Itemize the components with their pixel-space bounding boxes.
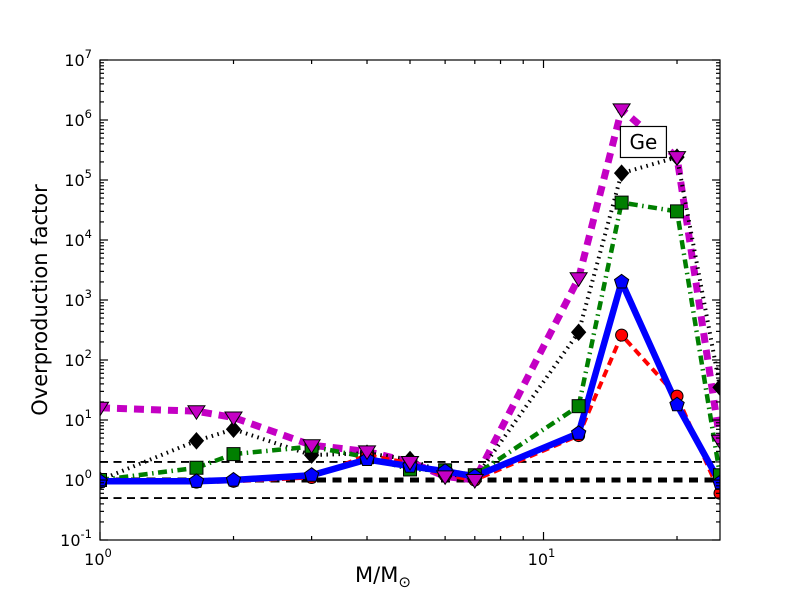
series-line-red-dashed-circles bbox=[100, 333, 720, 495]
y-tick-label: 107 bbox=[64, 47, 92, 70]
annotation-label: Ge bbox=[630, 130, 658, 154]
y-tick-label: 10-1 bbox=[60, 527, 92, 550]
square-marker bbox=[614, 195, 629, 210]
reference-lines bbox=[100, 461, 720, 499]
y-tick-label: 106 bbox=[64, 107, 92, 130]
triangle-down-marker bbox=[187, 405, 206, 421]
diamond-marker bbox=[188, 432, 205, 450]
annotation: Ge bbox=[619, 125, 668, 159]
triangle-down-marker bbox=[400, 455, 420, 471]
y-tick-label: 101 bbox=[64, 407, 92, 430]
markers-magenta-thick-dashed-triangles bbox=[100, 103, 720, 489]
triangle-down-marker bbox=[465, 474, 485, 489]
diamond-marker bbox=[613, 164, 630, 182]
y-tick-label: 104 bbox=[64, 227, 92, 250]
y-tick-label: 103 bbox=[64, 287, 92, 310]
triangle-down-marker bbox=[667, 151, 687, 167]
triangle-down-marker bbox=[100, 401, 110, 417]
square-marker bbox=[670, 204, 685, 219]
y-tick-label: 100 bbox=[64, 467, 92, 490]
circle-marker bbox=[615, 328, 629, 342]
triangle-down-marker bbox=[302, 439, 322, 455]
annotation-box bbox=[619, 125, 668, 159]
pentagon-marker bbox=[188, 473, 205, 488]
diamond-marker bbox=[225, 420, 242, 439]
square-marker bbox=[226, 447, 241, 462]
x-tick-label: 101 bbox=[528, 546, 556, 569]
triangle-down-marker bbox=[224, 411, 243, 427]
square-marker bbox=[571, 399, 586, 414]
triangle-down-marker bbox=[710, 434, 720, 450]
pentagon-marker bbox=[225, 471, 242, 487]
pentagon-marker bbox=[303, 467, 320, 482]
x-axis-label-main: M/M bbox=[355, 563, 399, 587]
y-tick-label: 105 bbox=[64, 167, 92, 190]
solar-mass-symbol: ⊙ bbox=[398, 573, 411, 592]
triangle-down-marker bbox=[612, 103, 632, 119]
pentagon-marker bbox=[669, 396, 685, 412]
axis-ticks bbox=[99, 59, 720, 541]
pentagon-marker bbox=[570, 425, 587, 440]
x-axis-label: M/M⊙ bbox=[355, 563, 411, 591]
triangle-down-marker bbox=[435, 470, 455, 486]
triangle-down-marker bbox=[569, 272, 589, 288]
x-tick-label: 100 bbox=[84, 546, 112, 569]
y-axis-label: Overproduction factor bbox=[28, 184, 52, 416]
pentagon-marker bbox=[613, 273, 630, 289]
series-markers bbox=[100, 103, 720, 500]
y-tick-label: 102 bbox=[64, 347, 92, 370]
square-marker bbox=[713, 468, 720, 483]
square-marker bbox=[189, 460, 204, 475]
triangle-down-marker bbox=[357, 445, 377, 461]
diamond-marker bbox=[570, 323, 587, 342]
plot-frame bbox=[99, 59, 721, 541]
